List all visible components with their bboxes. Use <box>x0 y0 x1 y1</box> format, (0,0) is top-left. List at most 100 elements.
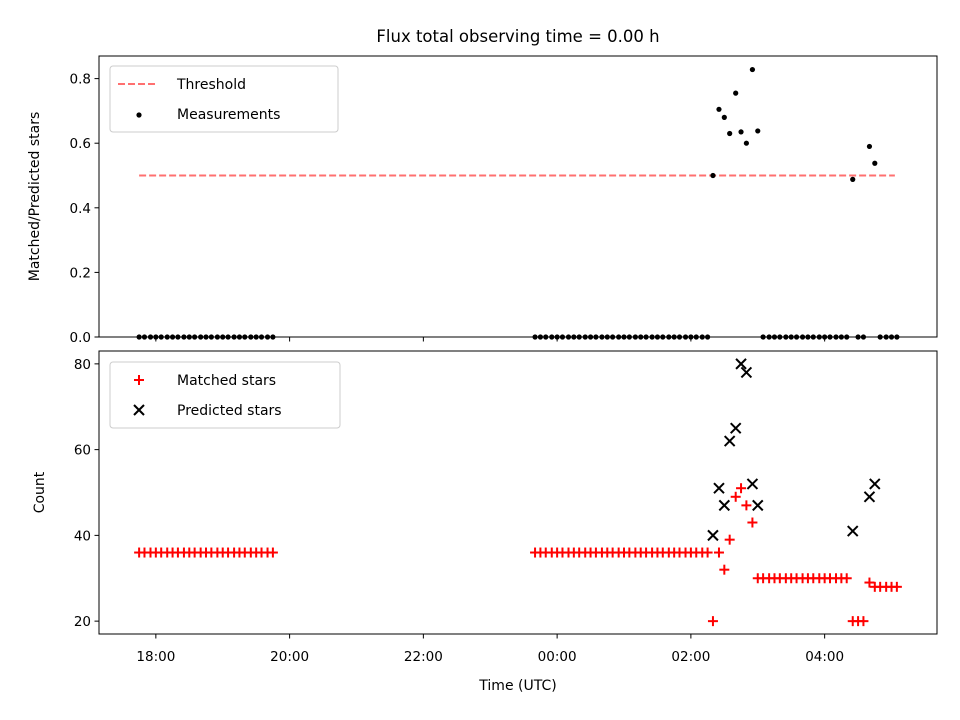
matched-stars-point <box>741 500 752 511</box>
measurement-point <box>833 334 839 340</box>
measurement-point <box>147 334 154 340</box>
legend-measurements-swatch <box>136 112 142 118</box>
measurement-point <box>699 334 705 340</box>
measurement-point <box>186 334 192 340</box>
matched-stars-point <box>736 483 747 494</box>
legend-box <box>109 361 341 429</box>
measurement-point <box>638 334 644 340</box>
matched-stars-point <box>713 547 724 558</box>
measurement-point <box>733 90 739 96</box>
predicted-stars-point <box>746 478 759 490</box>
predicted-stars-point <box>847 525 859 537</box>
measurement-point <box>760 334 766 340</box>
measurement-point <box>604 334 610 340</box>
measurement-point <box>771 334 778 340</box>
measurement-point <box>877 334 883 340</box>
measurement-point <box>883 334 889 340</box>
measurement-point <box>610 334 616 340</box>
matched-stars-point <box>864 577 875 588</box>
measurement-point <box>248 334 254 340</box>
measurement-point <box>181 334 187 340</box>
y-tick-label: 0.4 <box>70 201 91 217</box>
measurement-point <box>783 334 789 340</box>
measurement-point <box>810 334 816 340</box>
predicted-stars-point <box>729 422 742 434</box>
matched-stars-point <box>724 534 735 545</box>
predicted-stars-point <box>713 482 725 494</box>
count-panel-frame <box>98 350 938 635</box>
measurement-point <box>793 334 800 340</box>
measurement-point <box>549 334 555 340</box>
y-tick-label: 40 <box>74 528 91 544</box>
measurement-point <box>727 130 733 137</box>
count-panel-ylabel: Count <box>32 471 48 513</box>
ratio-panel-frame <box>98 55 938 338</box>
ratio-panel-ylabel: Matched/Predicted stars <box>27 112 43 282</box>
measurement-point <box>738 129 744 135</box>
matched-stars-point <box>747 517 758 528</box>
measurement-point <box>214 334 220 340</box>
measurement-point <box>682 334 689 340</box>
measurement-point <box>175 334 181 340</box>
measurement-point <box>621 334 627 340</box>
x-tick-label: 02:00 <box>671 649 710 665</box>
legend-box <box>109 65 339 133</box>
measurement-point <box>253 334 259 340</box>
measurement-point <box>643 334 649 340</box>
measurement-point <box>236 334 243 340</box>
measurement-point <box>136 334 142 340</box>
measurement-point <box>225 334 231 340</box>
ratio-panel-legend: Threshold Measurements <box>109 65 339 133</box>
measurement-point <box>258 334 265 340</box>
measurement-point <box>264 334 271 340</box>
measurement-point <box>169 334 176 340</box>
measurement-point <box>838 334 844 340</box>
matched-stars-point <box>858 616 869 627</box>
legend-predicted-swatch <box>133 404 145 416</box>
y-tick-label: 0.2 <box>70 265 91 281</box>
y-tick-label: 0.8 <box>70 72 91 88</box>
legend-measurements-label: Measurements <box>177 107 280 123</box>
measurement-point <box>537 334 544 340</box>
measurement-point <box>203 334 209 340</box>
measurement-point <box>599 334 605 340</box>
count-panel-legend: Matched stars Predicted stars <box>109 361 341 429</box>
measurement-point <box>766 334 772 340</box>
measurement-point <box>632 334 638 340</box>
measurement-point <box>587 334 594 340</box>
chart-title: Flux total observing time = 0.00 h <box>376 27 659 46</box>
measurement-point <box>816 334 822 340</box>
measurement-point <box>755 128 761 134</box>
legend-threshold-label: Threshold <box>176 77 246 93</box>
predicted-stars-point <box>707 529 719 542</box>
measurement-point <box>543 334 549 340</box>
measurement-point <box>571 334 577 340</box>
measurement-point <box>743 140 749 146</box>
measurement-point <box>164 334 170 340</box>
predicted-stars-point <box>735 358 747 370</box>
measurement-point <box>721 114 727 120</box>
y-tick-label: 80 <box>74 357 91 373</box>
predicted-stars-point <box>723 435 736 447</box>
matched-stars-point <box>702 547 713 558</box>
matched-stars-point <box>841 573 852 584</box>
y-tick-label: 60 <box>74 443 91 459</box>
measurement-point <box>649 334 655 340</box>
measurement-point <box>192 334 198 340</box>
measurement-point <box>866 143 873 150</box>
x-tick-label: 00:00 <box>538 649 577 665</box>
measurement-point <box>198 334 204 340</box>
measurement-point <box>749 66 756 73</box>
measurement-point <box>894 334 900 340</box>
measurement-point <box>693 334 699 340</box>
x-tick-label: 18:00 <box>136 649 175 665</box>
legend-matched-swatch <box>134 375 144 385</box>
x-tick-label: 04:00 <box>805 649 844 665</box>
measurement-point <box>654 334 661 340</box>
measurement-point <box>716 106 722 112</box>
matched-stars-point <box>267 547 278 558</box>
measurement-point <box>827 334 833 340</box>
measurement-point <box>666 334 672 340</box>
measurement-point <box>660 334 666 340</box>
